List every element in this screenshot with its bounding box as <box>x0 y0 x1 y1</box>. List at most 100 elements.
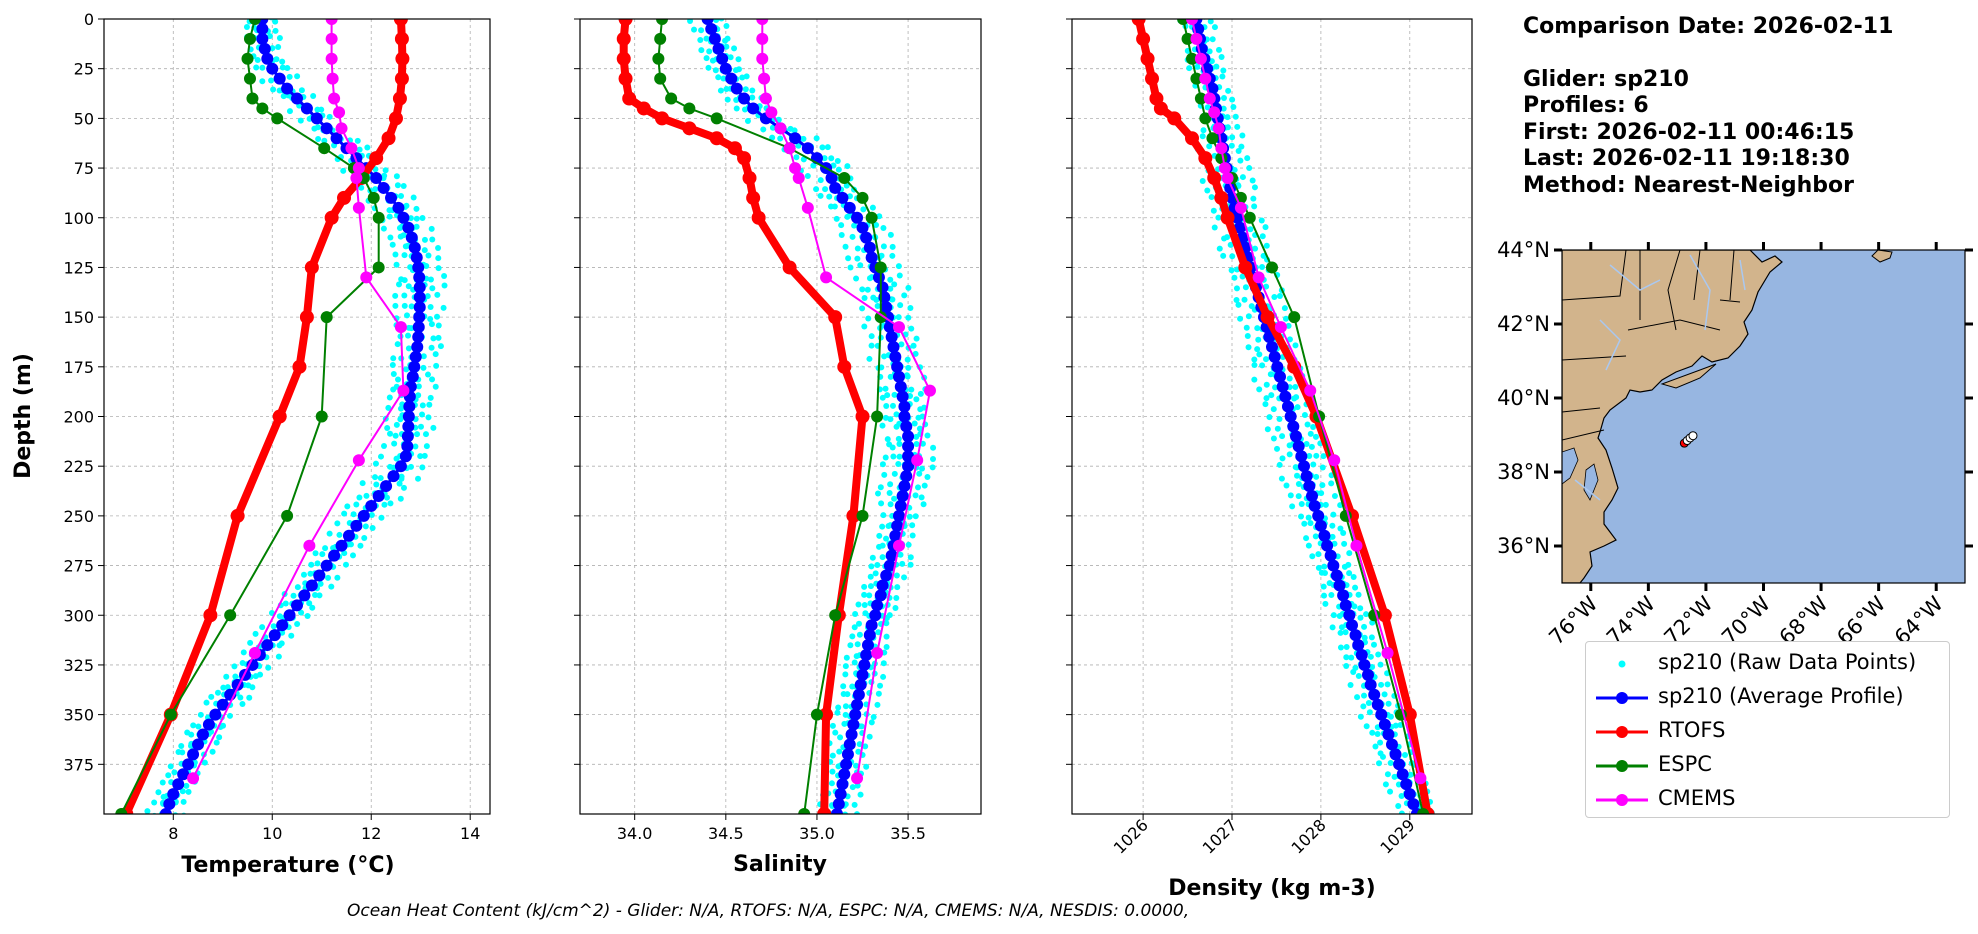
raw-data-point <box>1287 492 1294 499</box>
rtofs-marker <box>782 260 797 275</box>
raw-data-point <box>1366 709 1373 716</box>
raw-data-point <box>1263 242 1270 249</box>
raw-data-point <box>183 782 190 789</box>
glider-position-marker <box>1688 431 1698 441</box>
espc-marker <box>256 102 269 115</box>
raw-data-point <box>1199 177 1206 184</box>
raw-data-point <box>715 74 722 81</box>
raw-data-point <box>908 325 915 332</box>
raw-data-point <box>1340 529 1347 536</box>
espc-marker <box>1266 261 1278 274</box>
raw-data-point <box>911 420 918 427</box>
temperature-xlabel: Temperature (°C) <box>181 853 394 878</box>
raw-data-point <box>220 684 227 691</box>
raw-data-point <box>423 262 430 269</box>
glider-marker <box>1295 450 1308 463</box>
raw-data-point <box>880 512 887 519</box>
glider-marker <box>1330 569 1343 582</box>
cmems-marker <box>1199 72 1212 85</box>
glider-marker <box>1231 211 1244 224</box>
glider-marker <box>1407 798 1420 811</box>
glider-marker <box>1343 609 1356 622</box>
glider-marker <box>187 748 200 761</box>
raw-data-point <box>397 495 404 502</box>
raw-data-point <box>1228 267 1235 274</box>
raw-data-point <box>1322 600 1329 607</box>
raw-data-point <box>1276 461 1283 468</box>
raw-data-point <box>278 640 285 647</box>
raw-data-point <box>1392 722 1399 729</box>
raw-data-point <box>1343 663 1350 670</box>
depth-ylabel: Depth (m) <box>11 353 36 479</box>
raw-data-point <box>881 471 888 478</box>
raw-data-point <box>314 124 321 131</box>
raw-data-point <box>151 799 158 806</box>
raw-data-point <box>713 19 720 24</box>
raw-data-point <box>861 294 868 301</box>
raw-data-point <box>312 592 319 599</box>
raw-data-point <box>1251 203 1258 210</box>
raw-data-point <box>224 684 231 691</box>
raw-data-point <box>889 444 896 451</box>
ytick-label: 150 <box>63 308 94 327</box>
raw-data-point <box>893 572 900 579</box>
raw-data-point <box>407 463 414 470</box>
raw-data-point <box>1369 729 1376 736</box>
glider-marker <box>330 132 343 145</box>
espc-marker <box>1177 19 1190 25</box>
density-series <box>1131 19 1435 814</box>
rtofs-marker <box>392 91 407 106</box>
glider-marker <box>305 579 318 592</box>
espc-marker <box>798 808 811 814</box>
raw-data-point <box>422 431 429 438</box>
raw-data-point <box>1286 336 1293 343</box>
glider-marker <box>1215 132 1228 145</box>
glider-marker <box>900 420 913 433</box>
raw-data-point <box>887 373 894 380</box>
raw-data-point <box>1219 73 1226 80</box>
raw-data-point <box>249 684 256 691</box>
raw-data-point <box>874 701 881 708</box>
glider-marker <box>402 410 415 423</box>
raw-data-point <box>390 371 397 378</box>
raw-data-point <box>720 75 727 82</box>
raw-data-point <box>426 401 433 408</box>
glider-marker <box>832 798 845 811</box>
raw-data-point <box>232 673 239 680</box>
raw-data-point <box>310 93 317 100</box>
raw-data-point <box>1206 143 1213 150</box>
raw-data-point <box>1374 731 1381 738</box>
raw-data-point <box>1330 511 1337 518</box>
raw-data-point <box>1270 435 1277 442</box>
raw-data-point <box>1319 464 1326 471</box>
raw-data-point <box>1246 165 1253 172</box>
raw-data-point <box>1298 513 1305 520</box>
ytick-label: 75 <box>74 159 94 178</box>
glider-marker <box>1337 589 1350 602</box>
espc-marker <box>810 708 823 721</box>
raw-data-point <box>1215 46 1222 53</box>
glider-marker <box>291 599 303 612</box>
raw-data-point <box>893 411 900 418</box>
raw-data-point <box>1294 404 1301 411</box>
last-time: Last: 2026-02-11 19:18:30 <box>1523 146 1850 171</box>
glider-marker <box>298 589 311 602</box>
raw-data-point <box>1315 564 1322 571</box>
raw-data-point <box>356 494 363 501</box>
ytick-label: 250 <box>63 507 94 526</box>
raw-data-point <box>886 490 893 497</box>
glider-marker <box>403 400 416 413</box>
glider-positions <box>1679 431 1698 448</box>
raw-data-point <box>1345 561 1352 568</box>
glider-marker <box>380 480 393 493</box>
raw-data-point <box>372 186 379 193</box>
raw-data-point <box>1350 668 1357 675</box>
raw-data-point <box>1378 681 1385 688</box>
raw-data-point <box>208 693 215 700</box>
raw-data-point <box>723 23 730 30</box>
ytick-label: 0 <box>84 10 94 29</box>
raw-data-point <box>185 788 192 795</box>
cmems-marker <box>923 384 936 397</box>
espc-marker <box>1417 808 1430 814</box>
raw-data-point <box>393 261 400 268</box>
